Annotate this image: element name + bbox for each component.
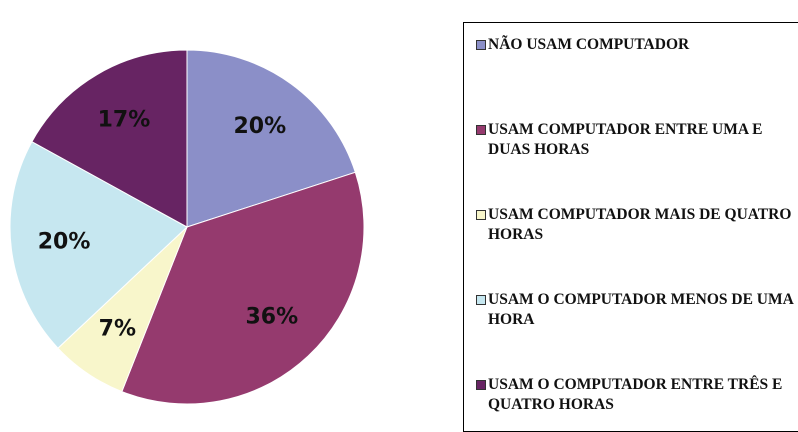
legend-item: USAM COMPUTADOR ENTRE UMA E DUAS HORAS bbox=[476, 120, 798, 160]
pie-slice bbox=[9, 141, 188, 349]
legend-item: NÃO USAM COMPUTADOR bbox=[476, 35, 798, 55]
legend-label: USAM O COMPUTADOR ENTRE TRÊS E QUATRO HO… bbox=[488, 376, 783, 413]
legend-label: USAM O COMPUTADOR MENOS DE UMA HORA bbox=[488, 291, 793, 328]
legend-swatch bbox=[476, 380, 486, 390]
legend-item: USAM O COMPUTADOR ENTRE TRÊS E QUATRO HO… bbox=[476, 375, 798, 415]
legend-label: USAM COMPUTADOR ENTRE UMA E DUAS HORAS bbox=[488, 121, 763, 158]
data-label: 7% bbox=[99, 316, 136, 341]
pie-slice bbox=[186, 49, 356, 228]
legend: NÃO USAM COMPUTADOR USAM COMPUTADOR ENTRE… bbox=[463, 22, 798, 432]
legend-swatch bbox=[476, 295, 486, 305]
legend-swatch bbox=[476, 40, 486, 50]
legend-swatch bbox=[476, 210, 486, 220]
legend-swatch bbox=[476, 125, 486, 135]
pie-chart: 20% 36% 7% 20% 17% bbox=[9, 49, 365, 405]
data-label: 36% bbox=[245, 304, 298, 329]
pie-slice bbox=[31, 49, 188, 228]
legend-label: USAM COMPUTADOR MAIS DE QUATRO HORAS bbox=[488, 206, 792, 243]
data-label: 20% bbox=[38, 230, 91, 255]
pie-slice bbox=[121, 171, 365, 405]
legend-item: USAM COMPUTADOR MAIS DE QUATRO HORAS bbox=[476, 205, 798, 245]
data-label: 20% bbox=[233, 114, 286, 139]
data-label: 17% bbox=[98, 107, 151, 132]
legend-item: USAM O COMPUTADOR MENOS DE UMA HORA bbox=[476, 290, 798, 330]
legend-label: NÃO USAM COMPUTADOR bbox=[488, 36, 690, 53]
